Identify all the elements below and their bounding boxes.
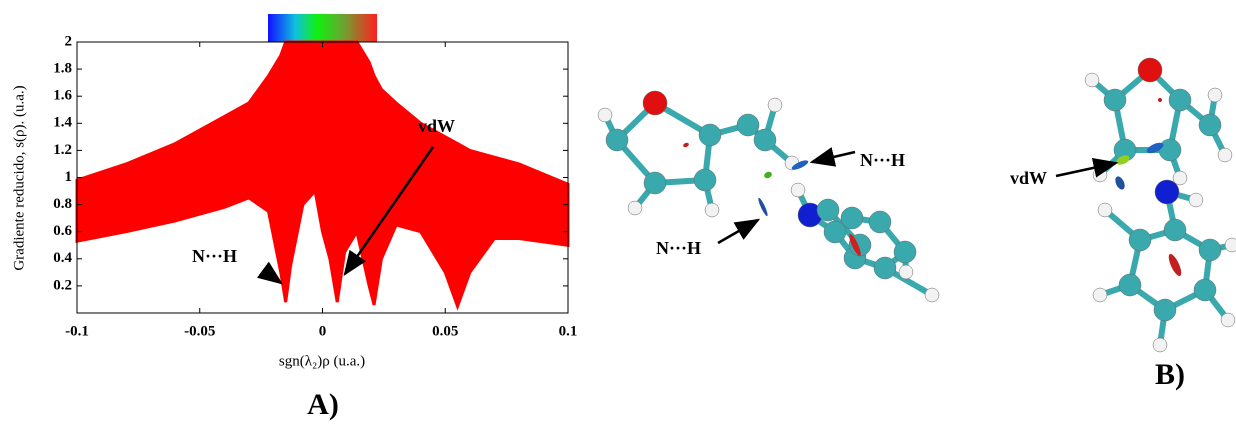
arrow [812, 152, 855, 162]
x-tick-label: -0.1 [65, 323, 89, 339]
atom [1189, 193, 1203, 207]
atom [754, 129, 776, 151]
y-tick-label: 1.4 [53, 115, 72, 131]
page: {"chart_data": {"type": "range-area", "x… [0, 0, 1236, 426]
atom [1199, 239, 1221, 261]
atom [1225, 238, 1236, 252]
atom [1093, 288, 1107, 302]
y-tick-label: 0.8 [53, 196, 72, 212]
atom [606, 129, 628, 151]
y-tick-label: 0.4 [53, 250, 72, 266]
atom [1098, 203, 1112, 217]
atom [899, 265, 913, 279]
isosurface [1113, 175, 1126, 191]
x-tick-label: -0.05 [184, 323, 215, 339]
label: N···H [656, 238, 701, 258]
isosurface [682, 142, 689, 148]
atom [1208, 88, 1222, 102]
atom [817, 199, 839, 221]
atom [791, 183, 805, 197]
atom [1104, 89, 1126, 111]
molecules [598, 58, 1236, 352]
data-band [77, 42, 568, 306]
atom [598, 108, 612, 122]
arrow [266, 272, 281, 283]
isosurface [763, 171, 773, 180]
atom [643, 91, 667, 115]
y-tick-label: 1 [65, 169, 73, 185]
y-tick-label: 1.8 [53, 61, 72, 77]
isosurface [1166, 252, 1183, 277]
x-tick-label: 0.05 [432, 323, 458, 339]
atom [1155, 180, 1179, 204]
isosurface [1157, 97, 1162, 102]
y-tick-label: 0.6 [53, 223, 72, 239]
y-axis-label: Gradiente reducido, s(ρ). (u.a.) [11, 85, 27, 270]
atom [1138, 58, 1162, 82]
isosurface [757, 197, 769, 217]
atom [869, 211, 891, 233]
atom [628, 201, 642, 215]
atom [1093, 168, 1107, 182]
atom [699, 124, 721, 146]
atom [1154, 299, 1176, 321]
atom [644, 172, 666, 194]
atom [1194, 279, 1216, 301]
atom [1159, 139, 1181, 161]
atom [1164, 219, 1186, 241]
color-bar [268, 14, 377, 42]
atom [1218, 148, 1232, 162]
atom [1221, 313, 1235, 327]
atom [925, 288, 939, 302]
atom [874, 257, 896, 279]
annotation: vdW [418, 116, 455, 136]
atom [1169, 89, 1191, 111]
y-tick-label: 0.2 [53, 277, 72, 293]
label: vdW [1010, 168, 1047, 188]
atom [1129, 229, 1151, 251]
atom [705, 203, 719, 217]
atom [1153, 338, 1167, 352]
atom [737, 114, 759, 136]
label: N···H [860, 150, 905, 170]
plot: 0.2 0.4 0.6 0.8 1 1.2 1.4 1.6 1.8 2 -0.1 -0.05 0 0.05… [53, 33, 577, 339]
x-tick-label: 0.1 [559, 323, 578, 339]
figure: 0.2 0.4 0.6 0.8 1 1.2 1.4 1.6 1.8 2 -0.1 -0.05 0 0.05… [0, 0, 1236, 426]
y-tick-label: 2 [65, 33, 73, 49]
atom [768, 98, 782, 112]
x-tick-label: 0 [319, 323, 327, 339]
annotation: N···H [192, 246, 237, 266]
atom [894, 241, 916, 263]
atom [841, 207, 863, 229]
panel-label: B) [1155, 358, 1185, 391]
atom [1119, 274, 1141, 296]
arrow [718, 220, 758, 243]
x-axis-label: sgn(λ₂)ρ (u.a.) [279, 353, 365, 369]
panel-label: A) [307, 388, 339, 421]
atom [1199, 114, 1221, 136]
y-tick-label: 1.2 [53, 142, 72, 158]
y-tick-label: 1.6 [53, 88, 72, 104]
atom [1085, 73, 1099, 87]
atom [694, 169, 716, 191]
